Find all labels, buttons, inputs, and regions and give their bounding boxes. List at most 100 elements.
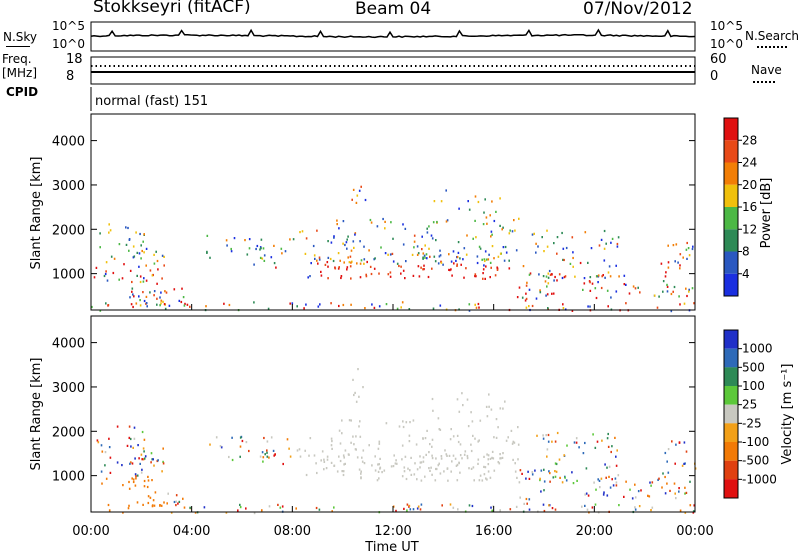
velocity-cell xyxy=(606,437,609,440)
colorbar-swatch xyxy=(724,229,738,252)
velocity-cell xyxy=(485,405,488,408)
velocity-cell xyxy=(339,459,342,463)
power-cell xyxy=(340,276,342,280)
power-cell xyxy=(110,255,113,258)
velocity-cell xyxy=(625,480,627,483)
power-cell xyxy=(485,216,488,219)
velocity-cell xyxy=(431,438,434,441)
power-cell xyxy=(382,217,384,221)
power-cell xyxy=(369,218,372,222)
power-cell xyxy=(345,241,348,244)
velocity-cell xyxy=(446,454,448,457)
power-cell xyxy=(156,297,158,300)
velocity-cell xyxy=(497,461,500,464)
power-cell xyxy=(553,242,555,245)
station-title: Stokkseyri (fitACF) xyxy=(93,0,251,17)
power-cell xyxy=(168,304,171,307)
power-cell xyxy=(136,274,138,277)
power-cell xyxy=(474,219,476,222)
power-cell xyxy=(118,243,121,246)
power-cell xyxy=(336,219,338,222)
power-cell xyxy=(607,271,610,274)
power-cell xyxy=(159,296,161,299)
power-cell xyxy=(494,274,497,277)
velocity-cell xyxy=(261,509,263,512)
velocity-cell xyxy=(487,458,490,461)
power-cell xyxy=(456,263,458,266)
velocity-cell xyxy=(435,467,437,471)
velocity-cell xyxy=(358,395,360,398)
power-cell xyxy=(139,280,142,284)
velocity-cell xyxy=(540,469,543,472)
velocity-cell xyxy=(194,511,197,514)
power-cell xyxy=(439,249,441,252)
power-cell xyxy=(326,261,329,264)
velocity-cell xyxy=(162,447,164,450)
velocity-cell xyxy=(147,479,150,482)
power-cell xyxy=(679,264,681,267)
power-cell xyxy=(552,292,555,295)
velocity-cell xyxy=(647,494,649,497)
power-cell xyxy=(682,256,684,259)
power-cell xyxy=(515,249,518,252)
colorbar-swatch xyxy=(724,184,738,208)
velocity-cell xyxy=(141,430,144,434)
velocity-cell xyxy=(177,502,179,505)
velocity-cell xyxy=(546,455,548,458)
velocity-cell xyxy=(669,489,671,492)
velocity-cell xyxy=(321,450,324,453)
velocity-cell xyxy=(326,455,329,458)
power-cell xyxy=(426,227,428,230)
power-cell xyxy=(522,265,525,268)
power-cell xyxy=(639,291,641,294)
velocity-cell xyxy=(599,486,601,489)
velocity-cell xyxy=(237,509,239,512)
velocity-cell xyxy=(648,495,651,498)
power-cell xyxy=(660,262,663,265)
velocity-cell xyxy=(281,505,284,508)
velocity-cell xyxy=(519,469,522,472)
power-cell xyxy=(363,258,366,261)
velocity-cell xyxy=(144,455,147,458)
velocity-cell xyxy=(634,506,636,509)
power-cell xyxy=(347,256,349,259)
power-cell xyxy=(370,272,373,276)
velocity-cell xyxy=(493,436,495,439)
power-cell xyxy=(493,219,496,223)
power-cell xyxy=(267,307,270,310)
velocity-cell xyxy=(543,468,545,471)
velocity-cell xyxy=(163,501,165,504)
velocity-cell xyxy=(261,451,264,454)
power-cell xyxy=(678,295,680,298)
power-cell xyxy=(452,250,455,253)
power-cell xyxy=(157,268,159,271)
velocity-cell xyxy=(239,503,241,506)
power-cell xyxy=(165,291,168,294)
velocity-cell xyxy=(525,477,527,480)
power-cell xyxy=(135,231,137,234)
velocity-cell xyxy=(618,504,620,507)
power-cell xyxy=(428,247,430,250)
power-cell xyxy=(413,246,415,249)
power-cell xyxy=(547,272,550,275)
power-cell xyxy=(587,261,589,264)
power-cell xyxy=(548,269,551,273)
power-cell xyxy=(656,306,659,309)
power-cell xyxy=(342,220,345,223)
power-cell xyxy=(138,295,140,298)
velocity-cell xyxy=(692,510,695,513)
power-cell xyxy=(582,288,584,291)
velocity-cell xyxy=(428,451,430,454)
colorbar-tick-label: -100 xyxy=(742,435,769,449)
velocity-cell xyxy=(395,459,397,462)
power-cell xyxy=(539,289,541,292)
power-cell xyxy=(145,295,148,298)
velocity-cell xyxy=(109,456,112,459)
velocity-cell xyxy=(488,405,490,408)
power-cell xyxy=(417,265,420,268)
power-cell xyxy=(545,275,548,278)
velocity-cell xyxy=(601,439,603,442)
y-tick-label: 3000 xyxy=(52,179,85,194)
velocity-cell xyxy=(437,417,440,420)
velocity-cell xyxy=(640,489,642,492)
